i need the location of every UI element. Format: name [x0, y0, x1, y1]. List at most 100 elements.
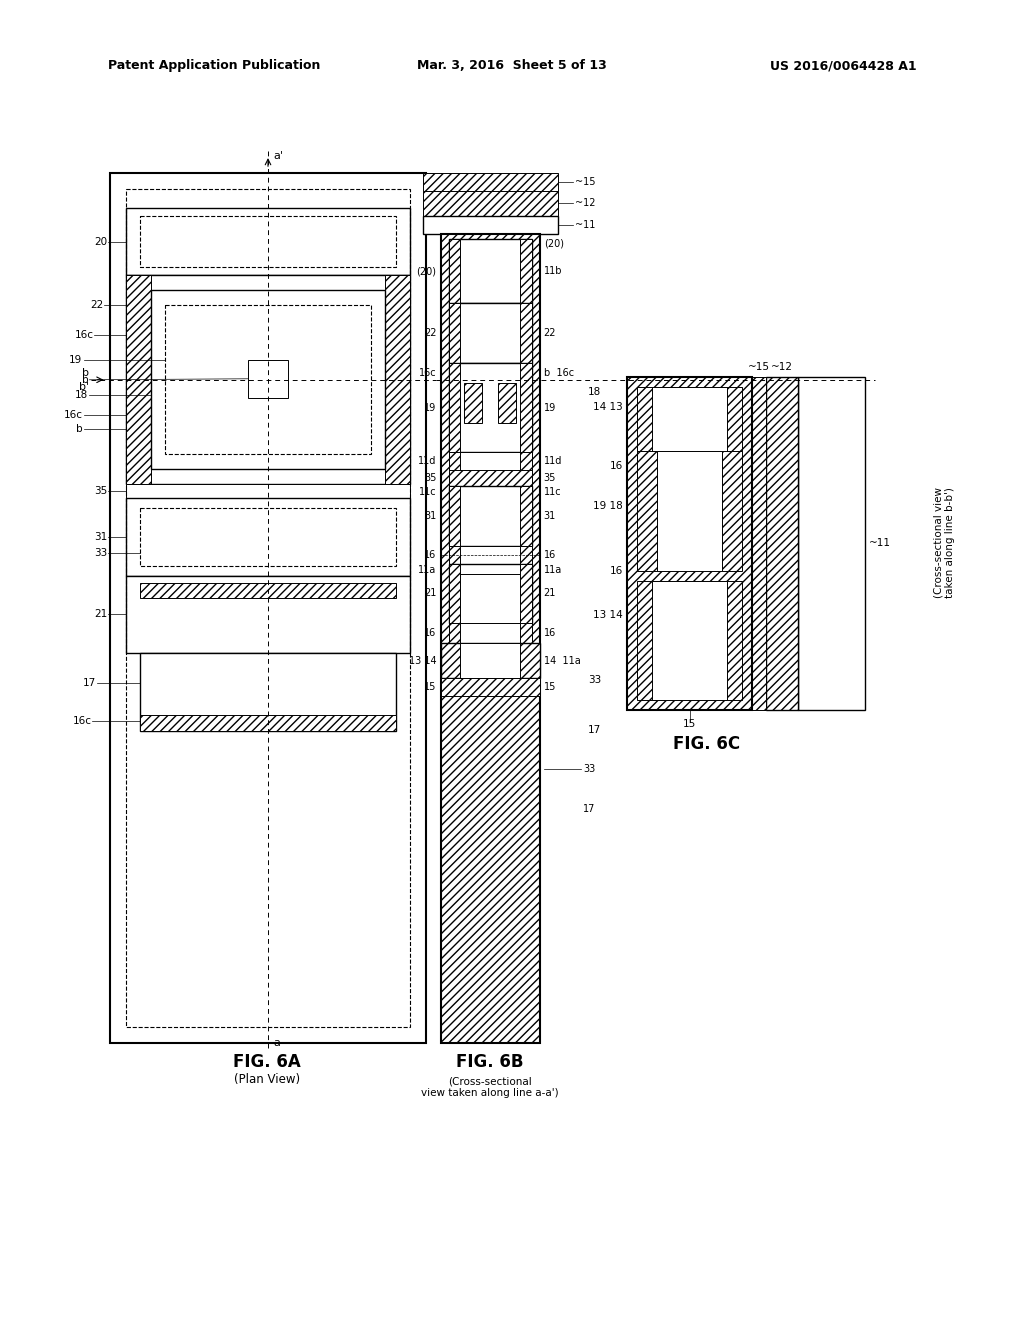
Text: 17: 17	[588, 725, 601, 734]
Bar	[449, 564, 461, 623]
Text: 31: 31	[424, 511, 436, 521]
Text: 17: 17	[584, 804, 596, 814]
Bar	[766, 376, 798, 710]
Bar	[126, 276, 151, 484]
Text: (20): (20)	[417, 267, 436, 276]
Text: FIG. 6B: FIG. 6B	[457, 1053, 524, 1072]
Bar	[449, 486, 531, 545]
Bar	[637, 387, 742, 451]
Bar	[126, 207, 410, 276]
Bar	[248, 360, 288, 397]
Text: 16: 16	[610, 565, 623, 576]
Text: 11b: 11b	[544, 267, 562, 276]
Text: 19 18: 19 18	[593, 502, 623, 511]
Bar	[520, 304, 531, 363]
Bar	[637, 581, 742, 700]
Bar	[520, 453, 531, 470]
Bar	[798, 376, 865, 710]
Text: 17: 17	[83, 678, 96, 688]
Bar	[440, 678, 540, 696]
Bar	[498, 383, 516, 422]
Bar	[520, 623, 531, 643]
Text: 16: 16	[544, 549, 556, 560]
Text: 35: 35	[544, 473, 556, 483]
Bar	[449, 486, 461, 545]
Bar	[440, 234, 540, 1043]
Bar	[449, 239, 461, 304]
Bar	[461, 574, 520, 623]
Bar	[461, 643, 520, 678]
Bar	[520, 363, 531, 453]
Bar	[449, 363, 461, 453]
Bar	[449, 470, 531, 486]
Text: 16: 16	[544, 628, 556, 638]
Bar	[126, 498, 410, 576]
Bar	[520, 564, 531, 623]
Text: 18: 18	[75, 389, 88, 400]
Bar	[449, 545, 461, 564]
Text: 11a: 11a	[544, 565, 562, 574]
Text: 11d: 11d	[418, 457, 436, 466]
Text: 22: 22	[544, 329, 556, 338]
Text: a: a	[273, 1038, 280, 1048]
Bar	[656, 451, 722, 570]
Bar	[520, 486, 531, 545]
Text: ~12: ~12	[575, 198, 596, 209]
Bar	[151, 290, 385, 469]
Bar	[449, 453, 531, 470]
Bar	[140, 583, 396, 598]
Text: 14 13: 14 13	[593, 401, 623, 412]
Text: b: b	[76, 425, 83, 434]
Text: 16: 16	[610, 461, 623, 471]
Text: 33: 33	[584, 764, 596, 775]
Text: 13 14: 13 14	[593, 610, 623, 620]
Bar	[449, 564, 531, 623]
Text: b: b	[82, 375, 88, 385]
Bar	[722, 451, 742, 570]
Text: 18: 18	[588, 387, 601, 397]
Text: ~15: ~15	[748, 362, 770, 372]
Text: 14  11a: 14 11a	[544, 656, 581, 667]
Text: 21: 21	[94, 610, 108, 619]
Text: 11c: 11c	[544, 487, 561, 498]
Text: 35: 35	[94, 486, 108, 496]
Bar	[126, 576, 410, 653]
Text: b': b'	[79, 381, 89, 392]
Bar	[449, 239, 531, 304]
Text: FIG. 6A: FIG. 6A	[233, 1053, 301, 1072]
Bar	[752, 376, 766, 710]
Text: FIG. 6C: FIG. 6C	[673, 735, 740, 754]
Bar	[140, 653, 396, 730]
Text: 11c: 11c	[419, 487, 436, 498]
Text: ~11: ~11	[575, 219, 596, 230]
Text: b  16c: b 16c	[544, 368, 573, 378]
Bar	[385, 276, 410, 484]
Bar	[111, 173, 426, 1043]
Bar	[449, 453, 461, 470]
Text: 13 14: 13 14	[409, 656, 436, 667]
Bar	[423, 173, 558, 191]
Text: a': a'	[273, 152, 283, 161]
Bar	[449, 545, 531, 564]
Text: 31: 31	[544, 511, 556, 521]
Bar	[423, 216, 558, 234]
Bar	[637, 451, 656, 570]
Bar	[652, 581, 727, 700]
Bar	[652, 387, 727, 451]
Text: 16c: 16c	[419, 368, 436, 378]
Bar	[449, 623, 461, 643]
Text: 15: 15	[683, 718, 696, 729]
Text: 16c: 16c	[75, 330, 93, 341]
Text: 21: 21	[424, 589, 436, 598]
Text: 11d: 11d	[544, 457, 562, 466]
Text: 16: 16	[424, 549, 436, 560]
Bar	[449, 304, 461, 363]
Text: US 2016/0064428 A1: US 2016/0064428 A1	[770, 59, 916, 73]
Bar	[140, 216, 396, 268]
Text: 35: 35	[424, 473, 436, 483]
Bar	[126, 189, 410, 1027]
Text: (20): (20)	[544, 239, 564, 248]
Text: 19: 19	[70, 355, 83, 364]
Bar	[449, 623, 531, 643]
Text: b: b	[83, 368, 89, 378]
